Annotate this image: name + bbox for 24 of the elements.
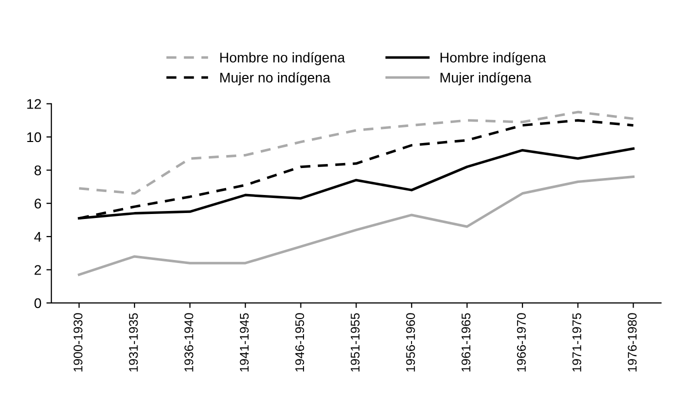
y-tick-label: 4 [34,232,42,242]
y-tick-label: 8 [34,165,42,176]
x-tick-label: 1931-1935 [129,313,138,372]
x-tick-label: 1971-1975 [572,313,582,372]
x-tick-label: 1961-1965 [462,313,470,372]
y-tick-label: 10 [27,132,42,142]
x-tick-label: 1936-1940 [184,313,194,372]
y-tick-label: 6 [34,198,42,209]
x-tick-label: 1956-1960 [406,313,415,372]
legend-label: Mujer indígena [440,72,532,86]
x-tick-label: 1946-1950 [295,313,304,372]
x-tick-label: 1941-1945 [240,313,249,372]
y-tick-label: 2 [34,265,41,275]
x-tick-label: 1900-1930 [74,313,82,372]
legend-label: Hombre no indígena [220,52,346,66]
legend-label: Hombre indígena [440,52,546,66]
y-tick-label: 0 [34,298,42,308]
y-tick-label: 12 [27,99,41,109]
line-series [78,110,635,195]
x-tick-label: 1976-1980 [628,313,637,372]
x-tick-label: 1951-1955 [350,313,360,372]
line-series [78,176,635,276]
x-tick-label: 1966-1970 [516,313,526,372]
legend-label: Mujer no indígena [220,72,330,86]
